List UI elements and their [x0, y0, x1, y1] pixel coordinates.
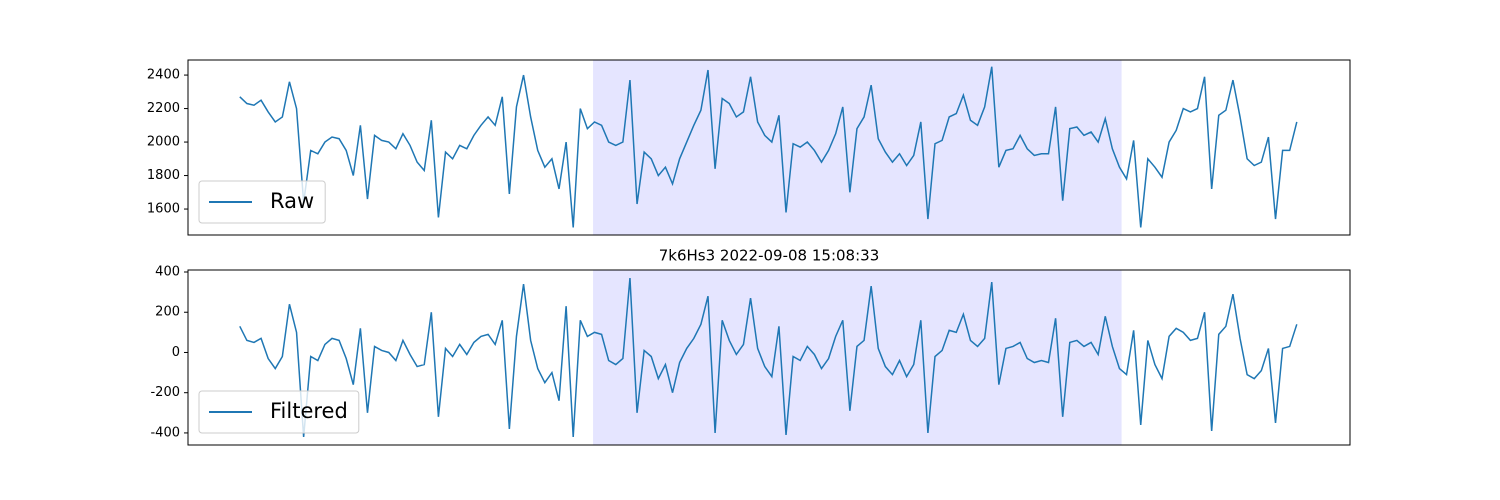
highlight-span	[593, 60, 1122, 235]
y-tick-label: 400	[155, 265, 180, 280]
y-tick-label: 2000	[147, 135, 180, 150]
y-tick-label: 2400	[147, 68, 180, 83]
legend-box	[198, 390, 360, 434]
legend-label: Filtered	[270, 399, 348, 423]
axes-frame	[187, 59, 1351, 236]
series-line	[239, 66, 1298, 228]
legend-label: Raw	[270, 189, 314, 213]
y-tick-label: -200	[150, 385, 180, 400]
highlight-span	[593, 270, 1122, 445]
axes-frame	[187, 269, 1351, 446]
y-tick-label: 0	[172, 345, 180, 360]
legend-box	[198, 180, 326, 224]
series-line	[239, 277, 1298, 438]
chart-title: 7k6Hs3 2022-09-08 15:08:33	[659, 247, 880, 265]
y-tick-label: -400	[150, 425, 180, 440]
y-tick-label: 200	[155, 305, 180, 320]
y-tick-label: 1600	[147, 202, 180, 217]
y-tick-label: 1800	[147, 168, 180, 183]
y-tick-label: 2200	[147, 101, 180, 116]
